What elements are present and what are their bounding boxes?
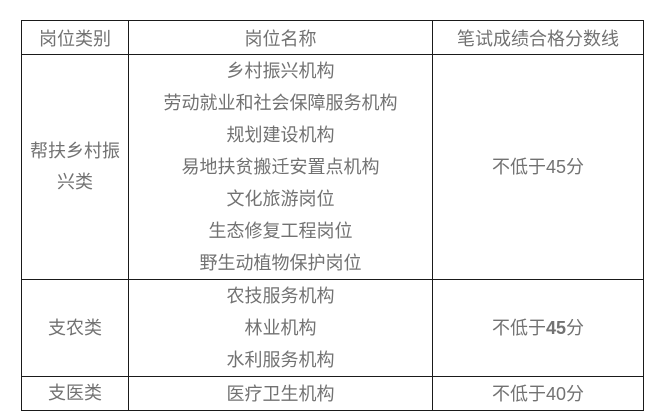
positions-cell: 医疗卫生机构 (128, 376, 433, 411)
score-suffix: 分 (566, 383, 585, 404)
table-row-rural-revitalization: 帮扶乡村振兴类 乡村振兴机构 劳动就业和社会保障服务机构 规划建设机构 易地扶贫… (21, 54, 644, 280)
score-cell: 不低于40分 (432, 376, 644, 411)
position-item: 劳动就业和社会保障服务机构 (163, 93, 398, 113)
header-position-name: 岗位名称 (128, 20, 433, 55)
position-item: 野生动植物保护岗位 (199, 253, 362, 273)
category-cell: 支医类 (21, 376, 129, 411)
score-value: 45 (545, 157, 567, 177)
header-category: 岗位类别 (21, 20, 129, 55)
header-score-line: 笔试成绩合格分数线 (432, 20, 644, 55)
table-row-medical-support: 支医类 医疗卫生机构 不低于40分 (21, 376, 644, 411)
positions-cell: 农技服务机构 林业机构 水利服务机构 (128, 279, 433, 377)
score-prefix: 不低于 (491, 157, 546, 177)
position-item: 医疗卫生机构 (226, 383, 335, 404)
positions-cell: 乡村振兴机构 劳动就业和社会保障服务机构 规划建设机构 易地扶贫搬迁安置点机构 … (128, 54, 433, 280)
position-item: 农技服务机构 (226, 286, 335, 306)
header-row: 岗位类别 岗位名称 笔试成绩合格分数线 (21, 20, 644, 55)
score-value: 45 (545, 318, 567, 338)
position-item: 文化旅游岗位 (226, 189, 335, 209)
score-prefix: 不低于 (491, 318, 546, 338)
score-cell: 不低于45分 (432, 279, 644, 377)
score-suffix: 分 (566, 318, 585, 338)
score-cell: 不低于45分 (432, 54, 644, 280)
score-table: 岗位类别 岗位名称 笔试成绩合格分数线 帮扶乡村振兴类 乡村振兴机构 劳动就业和… (21, 20, 644, 411)
score-prefix: 不低于 (491, 383, 546, 404)
score-suffix: 分 (566, 157, 585, 177)
position-item: 水利服务机构 (226, 350, 335, 370)
position-item: 生态修复工程岗位 (208, 221, 353, 241)
score-value: 40 (545, 383, 567, 404)
position-item: 乡村振兴机构 (226, 61, 335, 81)
category-cell: 支农类 (21, 279, 129, 377)
table-row-agriculture-support: 支农类 农技服务机构 林业机构 水利服务机构 不低于45分 (21, 279, 644, 377)
position-item: 林业机构 (244, 318, 317, 338)
position-item: 规划建设机构 (226, 125, 335, 145)
category-cell: 帮扶乡村振兴类 (21, 54, 129, 280)
position-item: 易地扶贫搬迁安置点机构 (181, 157, 380, 177)
